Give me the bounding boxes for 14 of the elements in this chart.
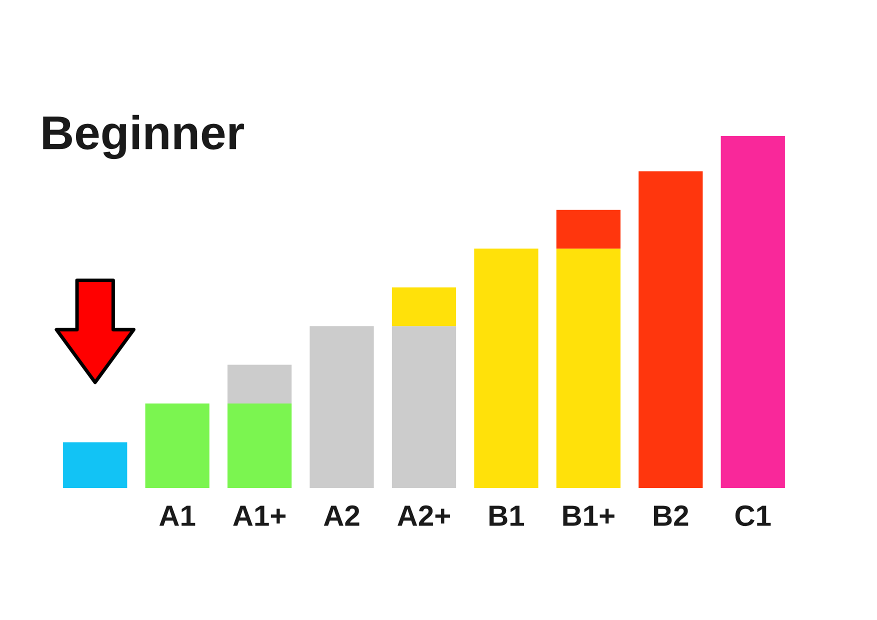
bar — [63, 442, 128, 488]
x-tick-label: C1 — [735, 505, 771, 526]
x-tick-label: B2 — [654, 505, 688, 526]
bar — [720, 136, 785, 488]
x-tick-label: B1+ — [563, 506, 614, 526]
x-tick-label: A2+ — [398, 505, 450, 526]
x-tick-label: A1 — [159, 506, 196, 526]
bar — [556, 210, 621, 249]
bar — [227, 404, 292, 488]
x-tick-label: A2 — [324, 505, 360, 526]
chart-title: Beginner — [43, 114, 244, 160]
x-tick-label: A1+ — [233, 506, 286, 526]
x-tick-label: B1 — [490, 506, 524, 526]
bar — [145, 404, 210, 488]
